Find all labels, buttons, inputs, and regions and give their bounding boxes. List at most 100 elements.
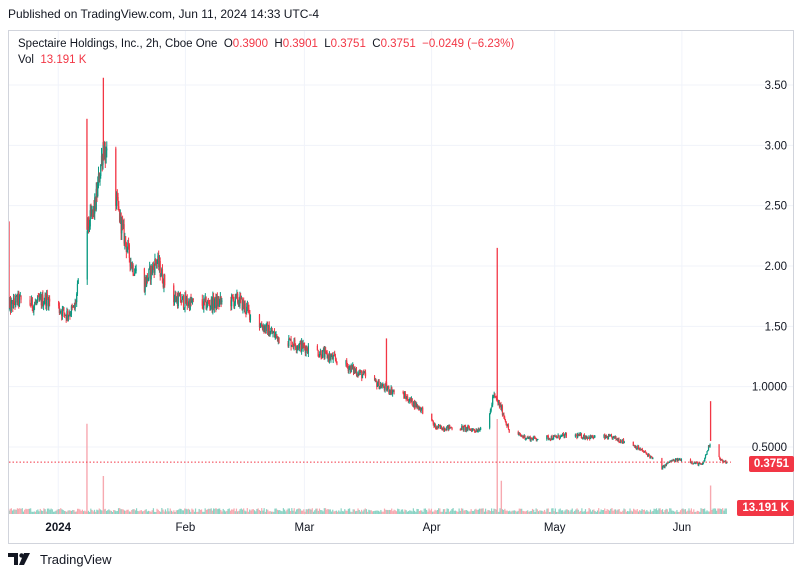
candle-body — [676, 458, 678, 462]
volume-bar — [193, 511, 195, 514]
volume-bar — [14, 509, 16, 514]
volume-bar — [522, 510, 524, 514]
volume-bar — [109, 510, 111, 514]
candle-body — [307, 345, 309, 354]
volume-bar — [211, 510, 213, 514]
candle-body — [546, 435, 549, 437]
candle-body — [100, 155, 103, 165]
volume-bar — [694, 511, 696, 514]
volume-bar — [722, 508, 724, 514]
volume-bar — [34, 511, 37, 514]
candle-body — [349, 366, 351, 368]
candle-body — [292, 345, 294, 347]
volume-bar — [619, 511, 621, 514]
volume-bar — [474, 509, 476, 514]
volume-bar — [358, 510, 360, 514]
volume-bar — [587, 511, 589, 514]
candle-body — [591, 435, 593, 438]
candle-body — [95, 188, 97, 210]
candle-body — [220, 296, 222, 303]
volume-bar — [282, 508, 284, 514]
volume-bar — [608, 510, 611, 514]
volume-bar — [635, 510, 637, 514]
candle-body — [261, 326, 264, 330]
volume-bar — [84, 510, 86, 514]
volume-bar — [675, 511, 677, 514]
candle-body — [376, 384, 379, 387]
volume-bar — [370, 510, 372, 514]
x-tick-label: Apr — [423, 522, 441, 534]
volume-bar — [687, 510, 689, 514]
volume-bar — [533, 509, 535, 514]
volume-bar — [624, 509, 626, 514]
candle-body — [704, 454, 707, 458]
candle-body — [151, 266, 153, 273]
volume-bar — [333, 511, 335, 514]
candle-body — [70, 306, 73, 315]
candle-body — [440, 425, 443, 430]
candle-body — [300, 341, 302, 352]
volume-bar — [223, 510, 226, 514]
legend-close: 0.3751 — [380, 38, 416, 50]
volume-bar — [172, 511, 174, 514]
candle-body — [663, 465, 665, 468]
candle-body — [274, 334, 276, 337]
candle-body — [555, 436, 557, 438]
candle-body — [461, 426, 463, 430]
candle-body — [642, 450, 644, 452]
volume-bar — [593, 509, 595, 514]
candle-body — [409, 398, 411, 402]
volume-bar — [698, 511, 700, 514]
volume-bar — [46, 508, 49, 514]
volume-bar — [394, 510, 396, 514]
volume-bar — [676, 509, 678, 514]
volume-bar — [702, 508, 705, 514]
y-tick-label: 0.5000 — [752, 442, 787, 454]
candle-body — [182, 296, 185, 309]
candle-body — [500, 404, 502, 410]
volume-bar — [540, 510, 542, 514]
volume-bar — [486, 511, 488, 514]
candle-body — [320, 350, 322, 358]
candle-body — [175, 295, 177, 302]
candle-body — [121, 220, 123, 234]
volume-bar — [432, 511, 434, 514]
candle-body — [363, 371, 365, 373]
candle-body — [491, 404, 493, 408]
candle-body — [606, 437, 608, 439]
volume-bar — [516, 511, 518, 514]
volume-bar — [494, 508, 496, 514]
legend-symbol: Spectaire Holdings, Inc., 2h, Cboe One — [18, 38, 218, 50]
candle-body — [644, 451, 646, 453]
candle-body — [240, 297, 243, 299]
volume-bar — [256, 508, 258, 514]
candle-body — [506, 425, 508, 427]
volume-bar — [292, 510, 294, 514]
candle-body — [419, 408, 422, 412]
volume-bar — [423, 508, 425, 514]
candle-body — [18, 293, 20, 305]
volume-bar — [633, 508, 635, 514]
candle-body — [94, 197, 96, 214]
candle-body — [546, 435, 548, 440]
volume-bar — [566, 509, 569, 514]
volume-bar — [645, 511, 647, 514]
volume-bar — [219, 508, 221, 514]
price-chart[interactable]: 3.50 3.00 2.50 2.00 1.50 1.0000 0.5000 2024 Feb M… — [9, 31, 793, 543]
volume-bar — [99, 509, 102, 514]
volume-bar — [718, 508, 720, 514]
candle-body — [665, 464, 667, 466]
candle-body — [75, 301, 77, 303]
candle-body — [703, 460, 705, 463]
candle-body — [405, 396, 407, 400]
volume-bar — [239, 509, 241, 514]
candle-body — [586, 436, 589, 439]
volume-bar — [551, 508, 553, 514]
candle-body — [553, 435, 555, 437]
volume-bar — [456, 511, 458, 514]
volume-bar — [610, 508, 612, 514]
volume-bar — [328, 509, 330, 514]
volume-bar — [340, 508, 342, 514]
candle-body — [492, 396, 495, 398]
candle-body — [119, 213, 121, 222]
